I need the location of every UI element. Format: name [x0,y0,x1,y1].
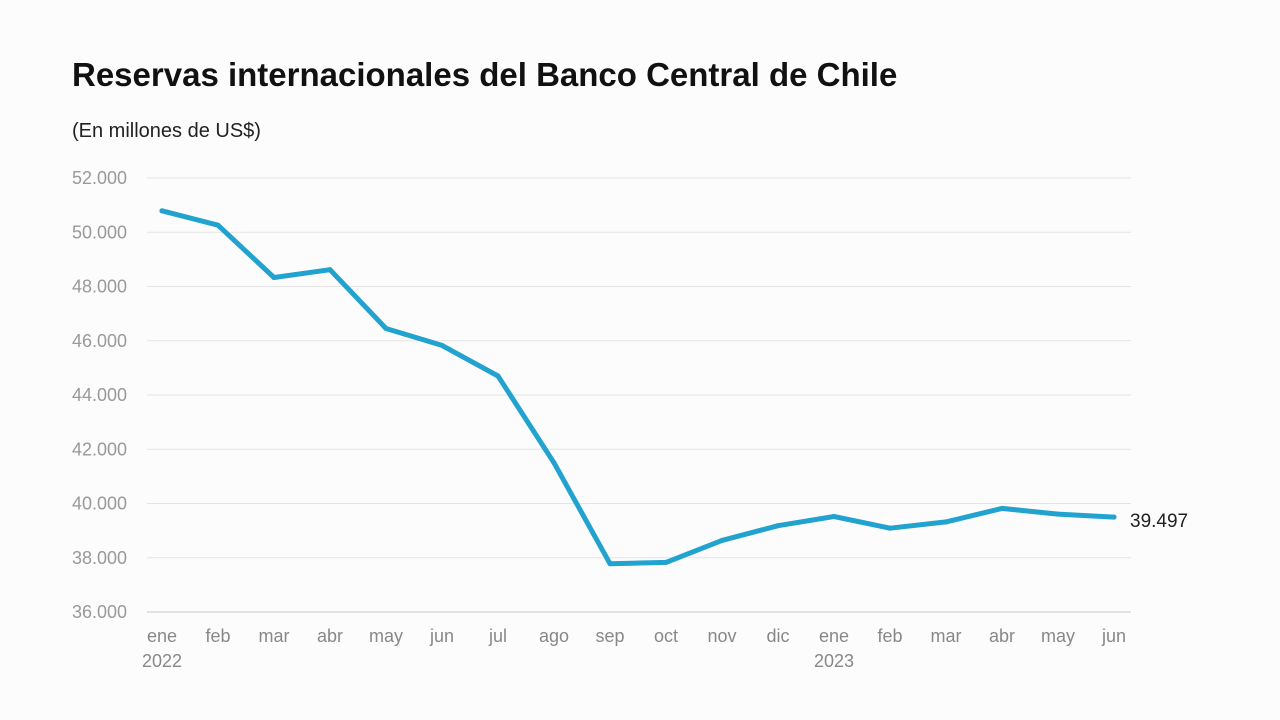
x-tick-label: abr [317,626,343,646]
x-tick-label: nov [707,626,736,646]
x-tick-label: mar [259,626,290,646]
data-point [551,460,557,466]
x-tick-label: jun [1101,626,1126,646]
data-labels: 39.497 [1130,511,1188,532]
data-point [383,326,389,332]
series-layer [159,208,1117,567]
data-point [887,525,893,531]
x-tick-label: may [369,626,403,646]
data-point [159,208,165,214]
end-value-label: 39.497 [1130,511,1188,532]
y-tick-label: 52.000 [72,168,127,188]
data-point [775,523,781,529]
x-tick-label: dic [766,626,789,646]
y-tick-label: 38.000 [72,548,127,568]
y-tick-label: 42.000 [72,439,127,459]
data-point [495,373,501,379]
y-tick-label: 46.000 [72,331,127,351]
data-point [943,519,949,525]
data-point [439,342,445,348]
gridlines [147,177,1131,613]
data-point [831,514,837,520]
data-point [1055,511,1061,517]
x-tick-label: may [1041,626,1075,646]
x-tick-label: ene [147,626,177,646]
x-tick-label: jul [488,626,507,646]
y-tick-label: 40.000 [72,494,127,514]
chart-subtitle: (En millones de US$) [72,120,261,142]
data-point [999,505,1005,511]
x-axis-ticks: ene 2022 feb mar abr may jun jul ago sep oct nov dic… [142,626,1126,671]
x-tick-label: ago [539,626,569,646]
x-tick-label: mar [931,626,962,646]
x-tick-label: feb [877,626,902,646]
data-point [719,537,725,543]
y-tick-label: 50.000 [72,222,127,242]
data-point [215,222,221,228]
series-line [159,208,1117,567]
x-year-label: 2022 [142,651,182,671]
y-tick-label: 48.000 [72,277,127,297]
x-tick-label: ene [819,626,849,646]
chart-title: Reservas internacionales del Banco Centr… [72,56,898,93]
data-point [271,275,277,281]
x-tick-label: feb [205,626,230,646]
x-year-label: 2023 [814,651,854,671]
x-tick-label: oct [654,626,678,646]
y-tick-label: 36.000 [72,602,127,622]
y-tick-label: 44.000 [72,385,127,405]
data-point [663,559,669,565]
x-tick-label: sep [595,626,624,646]
data-point [1111,514,1117,520]
data-point [327,267,333,273]
y-axis-ticks: 36.000 38.000 40.000 42.000 44.000 46.000 48.0… [72,168,127,622]
x-tick-label: jun [429,626,454,646]
data-point [607,561,613,567]
x-tick-label: abr [989,626,1015,646]
